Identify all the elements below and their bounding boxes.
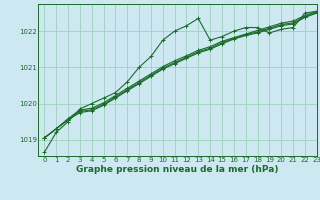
X-axis label: Graphe pression niveau de la mer (hPa): Graphe pression niveau de la mer (hPa): [76, 165, 279, 174]
